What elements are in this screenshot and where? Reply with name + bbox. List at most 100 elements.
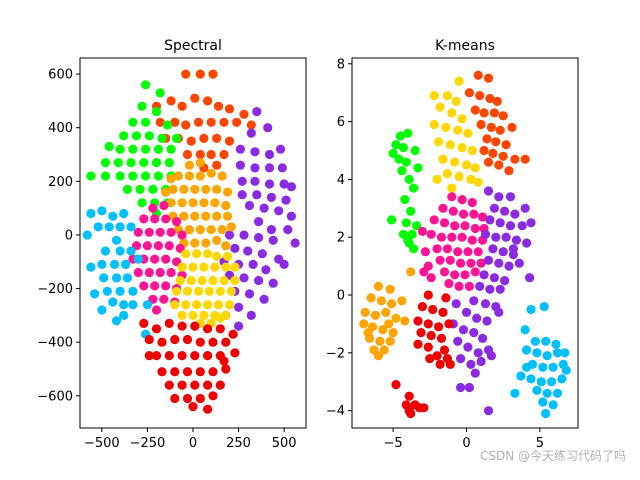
scatter-point	[438, 307, 448, 317]
cluster-3-points	[417, 192, 489, 291]
scatter-point	[404, 391, 414, 401]
scatter-point	[177, 310, 187, 320]
scatter-point	[232, 117, 242, 127]
scatter-point	[401, 157, 411, 167]
chart-title: Spectral	[164, 38, 222, 54]
scatter-point	[173, 171, 183, 181]
scatter-point	[199, 198, 209, 208]
y-tick-label: 6	[337, 115, 345, 130]
scatter-point	[100, 246, 111, 256]
scatter-point	[373, 351, 383, 361]
scatter-point	[532, 348, 542, 358]
scatter-point	[177, 101, 187, 111]
scatter-point	[150, 254, 160, 264]
scatter-point	[388, 328, 398, 338]
scatter-point	[450, 270, 460, 280]
scatter-point	[215, 286, 225, 296]
scatter-point	[119, 131, 129, 141]
scatter-point	[526, 374, 536, 384]
scatter-point	[498, 111, 508, 121]
scatter-point	[447, 183, 457, 193]
scatter-point	[254, 275, 264, 286]
scatter-point	[510, 388, 520, 398]
scatter-point	[532, 385, 542, 395]
scatter-point	[359, 319, 369, 329]
scatter-point	[445, 359, 455, 369]
scatter-point	[181, 249, 191, 259]
scatter-point	[541, 408, 551, 419]
scatter-point	[441, 293, 451, 303]
scatter-point	[457, 143, 467, 153]
scatter-point	[404, 238, 414, 248]
scatter-point	[266, 225, 276, 235]
scatter-point	[121, 259, 131, 269]
scatter-point	[186, 136, 196, 146]
scatter-point	[119, 208, 129, 219]
scatter-point	[450, 221, 460, 231]
scatter-point	[420, 247, 430, 257]
y-tick-label: −2	[326, 346, 345, 361]
scatter-point	[128, 286, 138, 296]
scatter-point	[419, 403, 429, 413]
scatter-point	[488, 148, 498, 158]
scatter-point	[199, 262, 209, 272]
scatter-point	[115, 286, 125, 296]
scatter-point	[434, 322, 444, 332]
scatter-point	[485, 93, 495, 104]
scatter-point	[190, 321, 200, 331]
scatter-point	[286, 211, 296, 221]
scatter-point	[448, 206, 458, 216]
scatter-point	[141, 117, 151, 127]
scatter-point	[439, 267, 450, 277]
scatter-point	[115, 171, 125, 181]
scatter-point	[467, 235, 477, 245]
scatter-point	[157, 337, 167, 347]
scatter-point	[170, 367, 180, 377]
scatter-point	[234, 321, 244, 331]
scatter-point	[419, 267, 429, 277]
scatter-point	[195, 171, 205, 181]
scatter-point	[221, 262, 231, 272]
scatter-point	[514, 258, 524, 268]
scatter-point	[203, 300, 213, 310]
x-tick-label: −5	[384, 436, 403, 451]
scatter-point	[179, 211, 189, 221]
scatter-point	[100, 171, 111, 181]
scatter-point	[542, 388, 552, 398]
scatter-point	[254, 233, 264, 243]
scatter-point	[190, 93, 200, 103]
scatter-point	[213, 300, 224, 310]
scatter-point	[526, 218, 536, 228]
scatter-point	[417, 302, 427, 312]
scatter-point	[488, 244, 498, 254]
scatter-point	[148, 184, 158, 194]
scatter-point	[190, 184, 200, 194]
scatter-point	[473, 177, 483, 187]
scatter-point	[184, 225, 194, 235]
scatter-point	[525, 273, 535, 283]
scatter-point	[177, 380, 187, 390]
scatter-point	[467, 145, 477, 156]
scatter-point	[157, 367, 167, 377]
scatter-point	[461, 307, 472, 317]
scatter-point	[177, 262, 187, 272]
scatter-point	[206, 149, 216, 160]
scatter-point	[479, 145, 489, 156]
scatter-point	[466, 174, 476, 184]
scatter-point	[454, 171, 464, 182]
scatter-point	[239, 273, 249, 283]
scatter-point	[219, 275, 229, 286]
scatter-point	[391, 380, 401, 390]
scatter-point	[201, 184, 211, 194]
scatter-point	[252, 107, 262, 117]
chart-title: K-means	[435, 38, 495, 54]
scatter-point	[226, 286, 236, 296]
scatter-point	[498, 151, 508, 161]
scatter-point	[208, 367, 218, 377]
cluster-5-points	[391, 290, 455, 419]
scatter-point	[150, 281, 160, 291]
scatter-point	[166, 227, 176, 237]
scatter-point	[126, 222, 136, 232]
scatter-point	[385, 284, 395, 294]
y-tick-label: −4	[326, 404, 345, 419]
